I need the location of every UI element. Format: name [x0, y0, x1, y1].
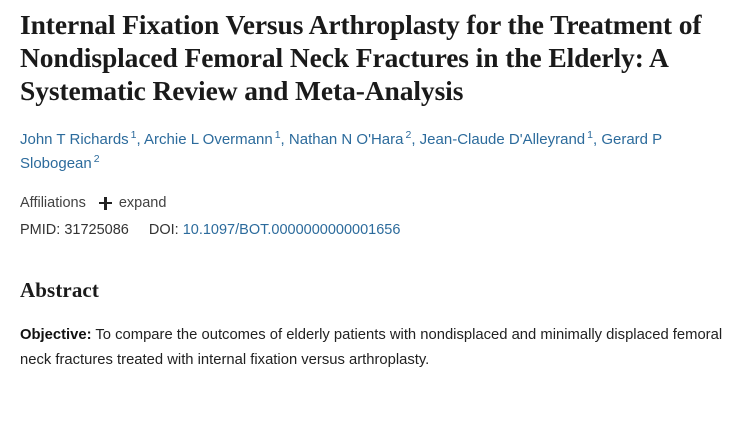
doi-label: DOI: [148, 222, 179, 238]
identifiers-row: PMID: 31725086 DOI: 10.1097/BOT.00000000… [20, 222, 731, 238]
author-affiliation-ref[interactable]: 1 [587, 129, 593, 141]
page-title: Internal Fixation Versus Arthroplasty fo… [20, 9, 702, 106]
plus-icon [98, 196, 112, 210]
abstract-section-text: To compare the outcomes of elderly patie… [20, 327, 723, 368]
author-list: John T Richards 1, Archie L Overmann 1, Na… [20, 128, 731, 176]
author-affiliation-ref[interactable]: 2 [93, 153, 100, 165]
article-page: Internal Fixation Versus Arthroplasty fo… [20, 9, 731, 373]
pmid-label: PMID: [20, 222, 61, 238]
abstract-body: Objective: To compare the outcomes of el… [20, 323, 731, 373]
abstract-heading: Abstract [20, 278, 99, 302]
author-affiliation-ref[interactable]: 1 [274, 129, 281, 141]
author-link[interactable]: Archie L Overmann [144, 131, 273, 148]
pmid-block: PMID: 31725086 [20, 222, 133, 238]
author-link[interactable]: Nathan N O'Hara [288, 131, 404, 148]
abstract-section: Objective: To compare the outcomes of el… [20, 323, 731, 373]
doi-link[interactable]: 10.1097/BOT.0000000000001656 [182, 222, 401, 238]
affiliations-row: Affiliations expand [20, 195, 731, 211]
expand-label: expand [118, 195, 167, 211]
author-link[interactable]: Jean-Claude D'Alleyrand [419, 131, 586, 148]
author-separator: , [280, 131, 289, 148]
author-link[interactable]: John T Richards [20, 131, 129, 148]
affiliations-label: Affiliations [20, 195, 86, 211]
author-affiliation-ref[interactable]: 2 [405, 129, 412, 141]
expand-affiliations-button[interactable]: expand [98, 195, 167, 211]
author-separator: , [592, 131, 602, 148]
abstract-section-label: Objective: [20, 327, 92, 343]
author-separator: , [411, 131, 420, 148]
doi-block: DOI: 10.1097/BOT.0000000000001656 [149, 222, 401, 238]
author-link[interactable]: Gerard P Slobogean [20, 131, 662, 172]
author-affiliation-ref[interactable]: 1 [130, 129, 137, 141]
author-separator: , [136, 131, 145, 148]
pmid-value: 31725086 [64, 222, 129, 238]
